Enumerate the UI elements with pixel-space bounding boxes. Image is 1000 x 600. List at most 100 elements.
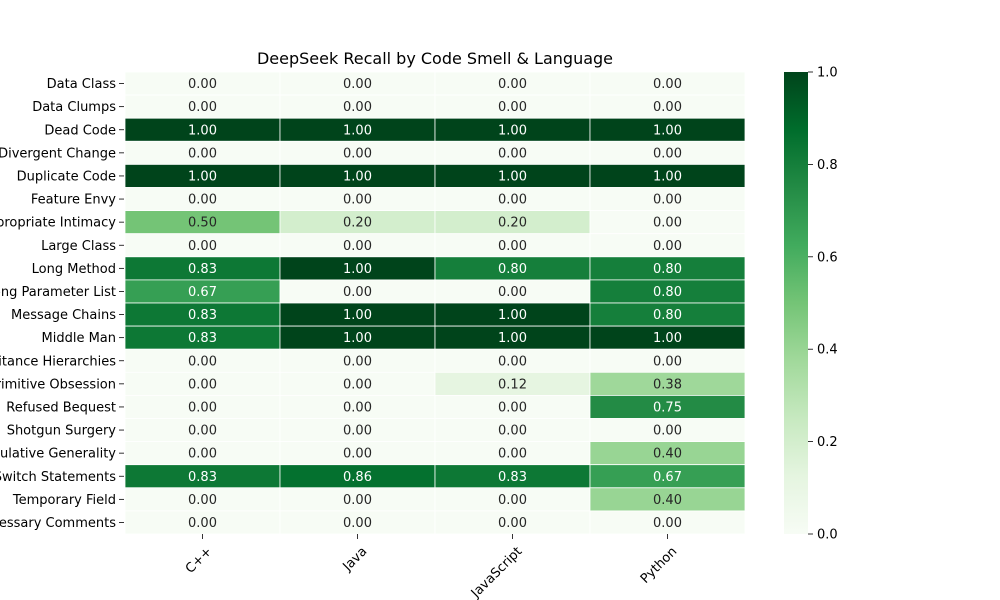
cell-value-label: 0.00 <box>653 516 682 531</box>
cell-value-label: 0.38 <box>653 377 682 392</box>
cell-value-label: 0.12 <box>498 377 527 392</box>
column-labels: C++ Java JavaScript Python <box>183 534 680 600</box>
chart-title: DeepSeek Recall by Code Smell & Language <box>257 49 613 68</box>
cell-value-label: 0.00 <box>498 77 527 92</box>
cell-value-label: 0.83 <box>188 470 217 485</box>
cell-value-label: 0.00 <box>498 493 527 508</box>
cell-value-label: 0.00 <box>188 239 217 254</box>
colorbar-gradient <box>784 72 808 534</box>
row-label: Primitive Obsession <box>0 377 116 392</box>
cell-value-label: 0.00 <box>188 193 217 208</box>
cell-value-label: 0.00 <box>498 285 527 300</box>
cell-value-label: 0.20 <box>498 216 527 231</box>
cell-value-label: 0.00 <box>188 100 217 115</box>
cell-value-label: 0.00 <box>343 146 372 161</box>
cell-value-label: 0.86 <box>343 470 372 485</box>
cell-value-label: 0.00 <box>653 424 682 439</box>
cell-value-label: 0.00 <box>343 516 372 531</box>
colorbar-tick-label: 0.6 <box>817 250 838 265</box>
cell-value-label: 1.00 <box>343 123 372 138</box>
cell-value-label: 0.00 <box>188 77 217 92</box>
cell-value-label: 0.00 <box>498 354 527 369</box>
cell-value-label: 0.00 <box>343 424 372 439</box>
cell-value-label: 0.00 <box>188 516 217 531</box>
cell-value-label: 0.00 <box>188 354 217 369</box>
cell-value-label: 1.00 <box>343 262 372 277</box>
row-label: Data Class <box>47 77 117 92</box>
row-label: Shotgun Surgery <box>7 424 117 439</box>
cell-value-label: 1.00 <box>653 123 682 138</box>
cell-value-label: 0.00 <box>653 193 682 208</box>
colorbar: 0.0 0.2 0.4 0.6 0.8 1.0 <box>784 66 838 543</box>
cell-value-label: 0.00 <box>188 447 217 462</box>
cell-value-label: 0.80 <box>653 262 682 277</box>
cell-value-label: 1.00 <box>188 123 217 138</box>
cell-value-label: 0.00 <box>653 77 682 92</box>
cell-value-label: 0.00 <box>653 146 682 161</box>
row-label: Duplicate Code <box>17 169 116 184</box>
cell-value-label: 0.00 <box>498 146 527 161</box>
cell-value-label: 0.00 <box>498 447 527 462</box>
cell-value-label: 0.75 <box>653 400 682 415</box>
cell-value-label: 0.00 <box>498 100 527 115</box>
row-label: Long Method <box>32 262 116 277</box>
colorbar-tick-label: 0.8 <box>817 158 838 173</box>
row-label: Message Chains <box>11 308 116 323</box>
cell-value-label: 0.40 <box>653 493 682 508</box>
cell-value-label: 0.00 <box>653 100 682 115</box>
cell-value-label: 0.00 <box>653 216 682 231</box>
cell-value-label: 0.80 <box>653 285 682 300</box>
cell-value-label: 1.00 <box>343 331 372 346</box>
cell-value-label: 0.00 <box>653 239 682 254</box>
cell-value-label: 0.50 <box>188 216 217 231</box>
row-label: Switch Statements <box>0 470 116 485</box>
row-label: Middle Man <box>42 331 117 346</box>
cell-value-label: 1.00 <box>498 331 527 346</box>
colorbar-tick-label: 0.4 <box>817 343 838 358</box>
cell-value-label: 0.00 <box>498 424 527 439</box>
cell-value-label: 0.00 <box>343 377 372 392</box>
cell-value-label: 0.67 <box>653 470 682 485</box>
row-label: Unnecessary Comments <box>0 516 116 531</box>
cell-value-label: 0.00 <box>343 285 372 300</box>
cell-value-label: 0.00 <box>343 400 372 415</box>
cell-value-label: 0.00 <box>343 493 372 508</box>
cell-value-label: 0.00 <box>343 447 372 462</box>
cell-value-label: 0.00 <box>498 400 527 415</box>
cell-value-label: 0.00 <box>498 193 527 208</box>
column-label: C++ <box>183 544 215 576</box>
cell-value-label: 1.00 <box>343 169 372 184</box>
cell-value-label: 1.00 <box>343 308 372 323</box>
row-label: Refused Bequest <box>6 400 116 415</box>
cell-value-label: 1.00 <box>188 169 217 184</box>
column-label: JavaScript <box>468 544 525 600</box>
cell-value-label: 0.00 <box>498 239 527 254</box>
heatmap-cells <box>124 71 746 535</box>
cell-value-label: 0.83 <box>188 331 217 346</box>
cell-value-label: 0.40 <box>653 447 682 462</box>
colorbar-tick-label: 1.0 <box>817 66 838 81</box>
cell-value-label: 1.00 <box>498 123 527 138</box>
cell-value-label: 1.00 <box>653 331 682 346</box>
cell-value-label: 0.67 <box>188 285 217 300</box>
row-label: Feature Envy <box>31 193 116 208</box>
row-label: Parallel Inheritance Hierarchies <box>0 354 116 369</box>
cell-value-label: 0.00 <box>188 377 217 392</box>
cell-value-label: 0.00 <box>653 354 682 369</box>
cell-value-label: 0.00 <box>188 146 217 161</box>
cell-value-label: 1.00 <box>498 169 527 184</box>
cell-value-label: 0.00 <box>343 239 372 254</box>
cell-value-label: 0.80 <box>653 308 682 323</box>
cell-value-label: 0.00 <box>188 400 217 415</box>
cell-value-label: 0.83 <box>188 308 217 323</box>
row-label: Speculative Generality <box>0 447 116 462</box>
cell-value-label: 0.83 <box>498 470 527 485</box>
cell-value-label: 0.00 <box>343 100 372 115</box>
column-label: Python <box>638 544 680 586</box>
cell-value-label: 1.00 <box>653 169 682 184</box>
cell-value-label: 1.00 <box>498 308 527 323</box>
cell-value-label: 0.80 <box>498 262 527 277</box>
colorbar-tick-label: 0.0 <box>817 528 838 543</box>
row-label: Large Class <box>41 239 116 254</box>
